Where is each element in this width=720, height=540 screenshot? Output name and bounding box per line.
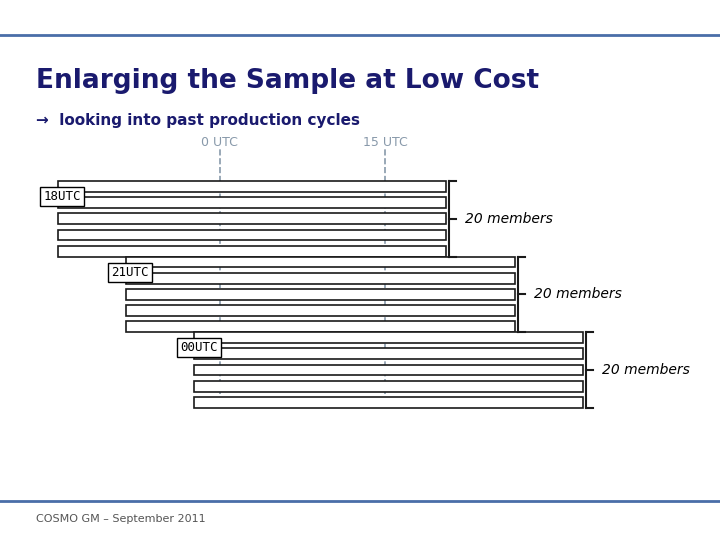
Bar xyxy=(194,332,583,343)
Text: 21UTC: 21UTC xyxy=(112,266,149,279)
Bar xyxy=(194,348,583,359)
Text: COSMO GM – September 2011: COSMO GM – September 2011 xyxy=(36,515,206,524)
Bar xyxy=(58,213,446,224)
Text: 18UTC: 18UTC xyxy=(43,190,81,203)
Bar xyxy=(126,305,515,316)
Bar xyxy=(126,256,515,267)
Text: 20 members: 20 members xyxy=(534,287,621,301)
Bar xyxy=(58,197,446,208)
Text: 0 UTC: 0 UTC xyxy=(201,136,238,148)
Text: 00UTC: 00UTC xyxy=(180,341,217,354)
Text: 15 UTC: 15 UTC xyxy=(363,136,408,148)
Bar xyxy=(58,246,446,256)
Bar xyxy=(58,181,446,192)
Text: →  looking into past production cycles: → looking into past production cycles xyxy=(36,113,360,129)
Text: 20 members: 20 members xyxy=(465,212,553,226)
Bar xyxy=(58,230,446,240)
Bar xyxy=(194,381,583,392)
Bar xyxy=(194,397,583,408)
Text: Enlarging the Sample at Low Cost: Enlarging the Sample at Low Cost xyxy=(36,68,539,93)
Bar xyxy=(194,364,583,375)
Bar xyxy=(126,321,515,332)
Text: 20 members: 20 members xyxy=(602,363,690,377)
Bar xyxy=(126,289,515,300)
Bar xyxy=(126,273,515,284)
